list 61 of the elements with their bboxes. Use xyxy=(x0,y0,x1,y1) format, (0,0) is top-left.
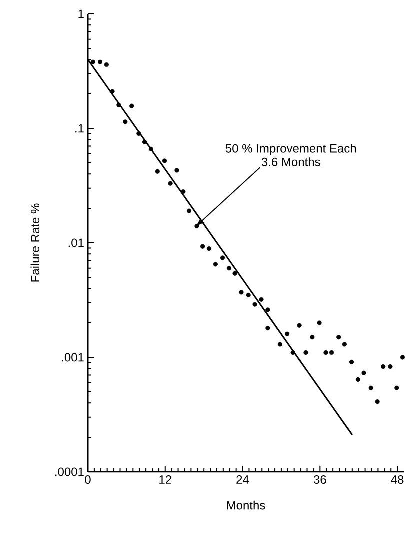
point xyxy=(290,350,296,356)
annotation: 3.6 Months xyxy=(262,158,320,166)
point xyxy=(266,326,270,331)
point xyxy=(381,364,386,370)
y-tick-label: .0001 xyxy=(56,468,84,476)
point xyxy=(362,370,366,376)
point xyxy=(226,266,232,271)
point xyxy=(310,335,315,340)
point xyxy=(356,377,361,382)
point xyxy=(336,335,342,340)
point xyxy=(116,102,122,108)
point xyxy=(304,350,308,356)
point xyxy=(136,131,142,136)
y-tick-label: .001 xyxy=(62,353,84,362)
point xyxy=(368,386,374,390)
y-tick-label: .01 xyxy=(68,238,84,248)
point xyxy=(174,168,180,173)
point xyxy=(213,262,218,267)
point xyxy=(278,342,282,347)
point xyxy=(324,350,328,356)
point xyxy=(206,246,212,252)
point xyxy=(342,342,347,347)
point xyxy=(130,104,134,108)
point xyxy=(186,208,192,214)
point xyxy=(98,60,103,64)
y-axis-title: Failure Rate % xyxy=(30,204,40,282)
point xyxy=(148,146,154,152)
x-tick-label: 12 xyxy=(160,476,172,484)
point xyxy=(220,256,226,260)
point xyxy=(329,350,334,356)
point xyxy=(266,308,270,312)
point xyxy=(142,140,148,144)
y-tick-label: 1 xyxy=(78,10,84,18)
point xyxy=(317,320,322,326)
y-tick-label: .1 xyxy=(76,124,84,133)
point xyxy=(194,224,200,229)
point xyxy=(297,323,302,328)
x-tick-label: 48 xyxy=(391,476,404,484)
point xyxy=(181,190,186,194)
point xyxy=(232,271,238,276)
x-axis-title: Months xyxy=(227,500,266,510)
point xyxy=(246,292,251,298)
point xyxy=(168,181,173,186)
point xyxy=(284,332,290,336)
point xyxy=(162,158,168,164)
x-tick-label: 24 xyxy=(236,476,250,484)
x-tick-label: 36 xyxy=(314,476,326,484)
point xyxy=(155,169,160,174)
point xyxy=(110,89,115,94)
point xyxy=(252,302,258,307)
point xyxy=(259,297,264,302)
annotation: 50 % Improvement Each xyxy=(226,144,356,156)
point xyxy=(90,60,96,64)
point xyxy=(388,364,393,370)
point xyxy=(123,120,128,124)
x-tick-label: 0 xyxy=(85,476,91,484)
point xyxy=(239,290,244,295)
point xyxy=(375,400,380,404)
point xyxy=(349,360,354,364)
point xyxy=(104,62,109,68)
point xyxy=(200,244,206,249)
